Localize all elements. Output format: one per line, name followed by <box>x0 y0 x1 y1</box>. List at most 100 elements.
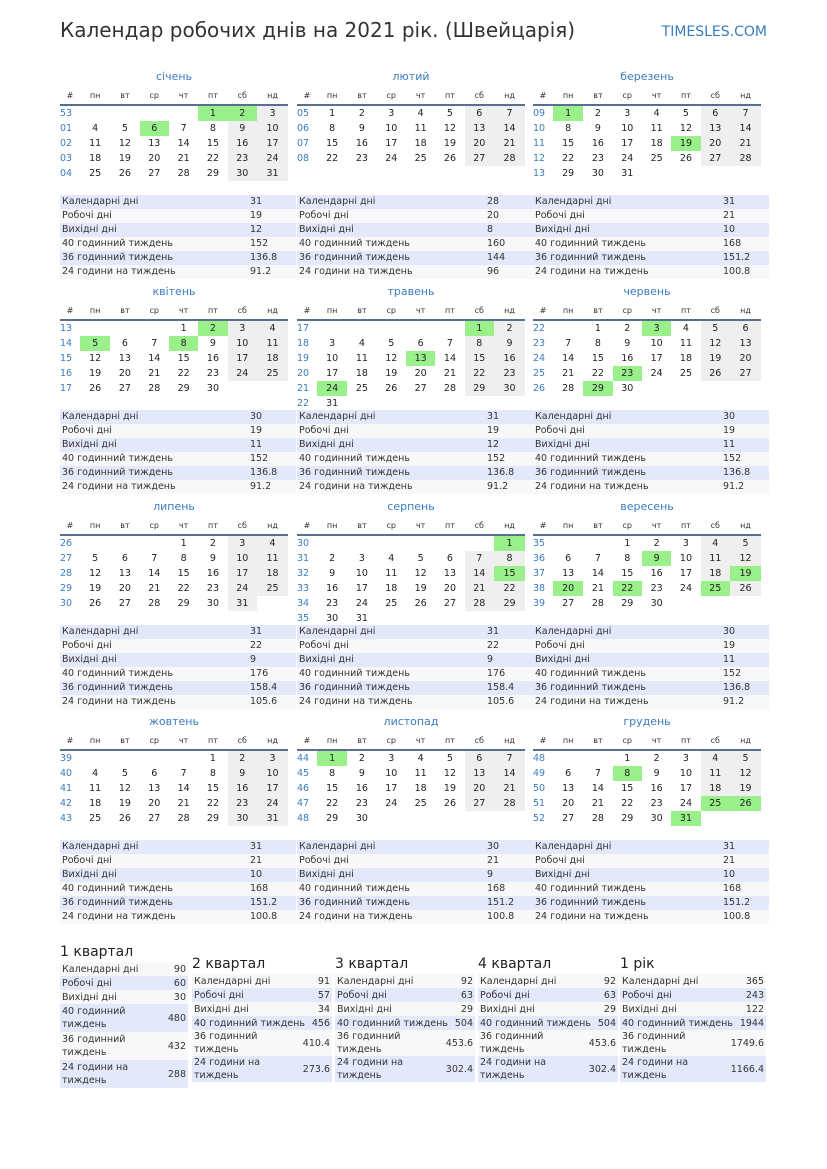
day-cell[interactable]: 17 <box>256 136 288 151</box>
day-cell[interactable]: 15 <box>326 138 339 149</box>
day-cell[interactable]: 22 <box>464 366 494 381</box>
holiday-day-cell[interactable]: 20 <box>553 581 584 596</box>
day-cell[interactable]: 28 <box>177 813 190 824</box>
day-cell[interactable]: 24 <box>679 798 692 809</box>
day-cell[interactable]: 27 <box>464 796 494 811</box>
day-cell[interactable]: 30 <box>493 381 525 396</box>
day-cell[interactable]: 7 <box>180 123 187 134</box>
day-cell[interactable]: 8 <box>565 123 572 134</box>
day-cell[interactable]: 5 <box>121 123 128 134</box>
day-cell[interactable]: 8 <box>209 123 216 134</box>
day-cell[interactable]: 11 <box>89 783 102 794</box>
day-cell[interactable]: 26 <box>414 598 427 609</box>
day-cell[interactable]: 3 <box>624 108 631 119</box>
day-cell[interactable]: 21 <box>591 798 604 809</box>
day-cell[interactable]: 5 <box>388 338 395 349</box>
day-cell[interactable]: 30 <box>326 613 339 624</box>
day-cell[interactable]: 24 <box>227 366 257 381</box>
day-cell[interactable]: 27 <box>562 598 575 609</box>
day-cell[interactable]: 9 <box>653 768 660 779</box>
day-cell[interactable]: 11 <box>355 353 368 364</box>
day-cell[interactable]: 5 <box>121 768 128 779</box>
day-cell[interactable]: 15 <box>621 568 634 579</box>
day-cell[interactable]: 26 <box>443 153 456 164</box>
day-cell[interactable]: 22 <box>591 368 604 379</box>
day-cell[interactable]: 17 <box>355 583 368 594</box>
day-cell[interactable]: 2 <box>209 538 216 549</box>
holiday-day-cell[interactable]: 5 <box>80 336 111 351</box>
day-cell[interactable]: 8 <box>493 551 525 566</box>
day-cell[interactable]: 8 <box>329 768 336 779</box>
day-cell[interactable]: 4 <box>256 535 288 551</box>
day-cell[interactable]: 23 <box>493 366 525 381</box>
day-cell[interactable]: 20 <box>118 368 131 379</box>
day-cell[interactable]: 21 <box>562 368 575 379</box>
day-cell[interactable]: 17 <box>679 783 692 794</box>
day-cell[interactable]: 11 <box>650 123 663 134</box>
day-cell[interactable]: 11 <box>700 551 730 566</box>
day-cell[interactable]: 2 <box>653 538 660 549</box>
day-cell[interactable]: 24 <box>256 796 288 811</box>
day-cell[interactable]: 25 <box>355 383 368 394</box>
day-cell[interactable]: 13 <box>700 121 730 136</box>
day-cell[interactable]: 24 <box>679 583 692 594</box>
day-cell[interactable]: 19 <box>443 783 456 794</box>
day-cell[interactable]: 2 <box>358 108 365 119</box>
day-cell[interactable]: 6 <box>729 320 761 336</box>
day-cell[interactable]: 1 <box>594 323 601 334</box>
day-cell[interactable]: 5 <box>446 753 453 764</box>
holiday-day-cell[interactable]: 3 <box>641 320 672 336</box>
day-cell[interactable]: 27 <box>562 813 575 824</box>
day-cell[interactable]: 17 <box>227 566 257 581</box>
day-cell[interactable]: 12 <box>118 138 131 149</box>
day-cell[interactable]: 17 <box>650 353 663 364</box>
day-cell[interactable]: 4 <box>700 750 730 766</box>
day-cell[interactable]: 2 <box>227 750 257 766</box>
day-cell[interactable]: 14 <box>591 568 604 579</box>
day-cell[interactable]: 12 <box>385 353 398 364</box>
day-cell[interactable]: 3 <box>682 538 689 549</box>
day-cell[interactable]: 29 <box>206 168 219 179</box>
day-cell[interactable]: 10 <box>385 123 398 134</box>
day-cell[interactable]: 23 <box>227 796 257 811</box>
day-cell[interactable]: 13 <box>464 121 494 136</box>
day-cell[interactable]: 22 <box>326 153 339 164</box>
day-cell[interactable]: 18 <box>89 798 102 809</box>
day-cell[interactable]: 26 <box>89 598 102 609</box>
day-cell[interactable]: 31 <box>621 168 634 179</box>
day-cell[interactable]: 21 <box>729 136 761 151</box>
day-cell[interactable]: 18 <box>355 368 368 379</box>
day-cell[interactable]: 24 <box>650 368 663 379</box>
day-cell[interactable]: 18 <box>414 783 427 794</box>
day-cell[interactable]: 23 <box>591 153 604 164</box>
day-cell[interactable]: 4 <box>388 553 395 564</box>
holiday-day-cell[interactable]: 25 <box>700 581 730 596</box>
day-cell[interactable]: 29 <box>177 598 190 609</box>
day-cell[interactable]: 22 <box>206 798 219 809</box>
day-cell[interactable]: 15 <box>177 568 190 579</box>
day-cell[interactable]: 5 <box>417 553 424 564</box>
day-cell[interactable]: 3 <box>682 753 689 764</box>
day-cell[interactable]: 25 <box>414 798 427 809</box>
day-cell[interactable]: 14 <box>729 121 761 136</box>
day-cell[interactable]: 12 <box>700 336 730 351</box>
day-cell[interactable]: 18 <box>89 153 102 164</box>
day-cell[interactable]: 28 <box>148 598 161 609</box>
holiday-day-cell[interactable]: 1 <box>553 105 584 121</box>
day-cell[interactable]: 21 <box>148 368 161 379</box>
day-cell[interactable]: 14 <box>493 121 525 136</box>
day-cell[interactable]: 5 <box>700 320 730 336</box>
day-cell[interactable]: 1 <box>329 108 336 119</box>
day-cell[interactable]: 9 <box>227 121 257 136</box>
day-cell[interactable]: 20 <box>443 583 456 594</box>
day-cell[interactable]: 12 <box>443 768 456 779</box>
day-cell[interactable]: 17 <box>679 568 692 579</box>
day-cell[interactable]: 4 <box>682 323 689 334</box>
day-cell[interactable]: 31 <box>256 166 288 181</box>
holiday-day-cell[interactable]: 9 <box>641 551 672 566</box>
day-cell[interactable]: 10 <box>227 551 257 566</box>
day-cell[interactable]: 7 <box>594 768 601 779</box>
holiday-day-cell[interactable]: 13 <box>405 351 436 366</box>
day-cell[interactable]: 15 <box>177 353 190 364</box>
day-cell[interactable]: 6 <box>121 553 128 564</box>
